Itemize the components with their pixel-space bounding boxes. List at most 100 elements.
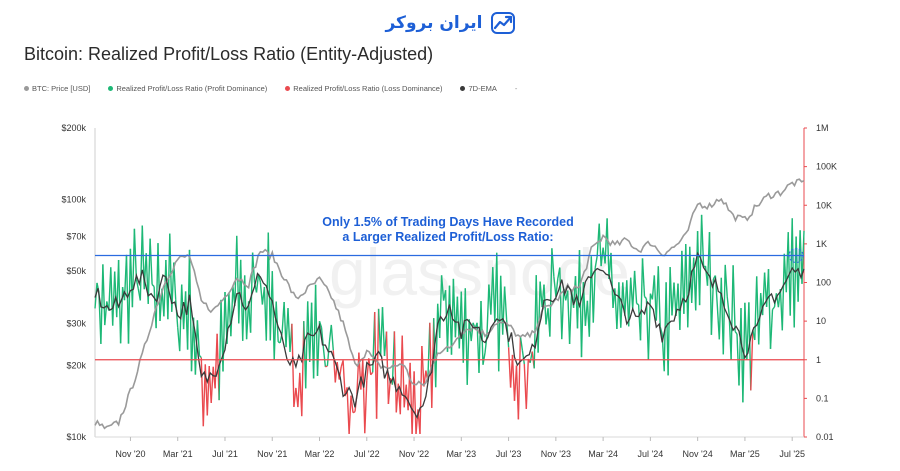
profit-dominance-segment xyxy=(496,252,500,372)
profit-dominance-segment xyxy=(326,341,331,366)
left-axis-tick: $200k xyxy=(61,123,86,133)
profit-dominance-segment xyxy=(222,291,226,372)
profit-dominance-segment xyxy=(330,324,334,351)
legend-item-profit-dominance[interactable]: Realized Profit/Loss Ratio (Profit Domin… xyxy=(108,84,267,93)
legend-extra: - xyxy=(514,83,518,93)
profit-dominance-segment xyxy=(478,300,482,373)
profit-dominance-segment xyxy=(588,256,592,337)
legend-label: Realized Profit/Loss Ratio (Profit Domin… xyxy=(116,83,268,93)
profit-dominance-segment xyxy=(769,309,774,349)
profit-dominance-segment xyxy=(722,264,726,355)
x-axis-tick: Nov '21 xyxy=(257,449,287,459)
loss-dominance-segment xyxy=(511,354,516,401)
legend-item-btc-price[interactable]: BTC: Price [USD] xyxy=(24,84,90,93)
profit-dominance-segment xyxy=(708,232,713,335)
highlight-marker xyxy=(788,248,804,264)
loss-dominance-segment xyxy=(421,345,425,387)
profit-dominance-segment xyxy=(230,286,234,337)
profit-dominance-segment xyxy=(730,265,734,360)
profit-dominance-segment xyxy=(734,330,738,335)
profit-dominance-segment xyxy=(127,248,132,344)
profit-dominance-segment xyxy=(561,288,565,340)
profit-dominance-segment xyxy=(732,265,736,332)
x-axis-tick: Jul '25 xyxy=(779,449,805,459)
legend-dot-profit-dominance xyxy=(108,85,114,91)
profit-dominance-segment xyxy=(791,218,795,328)
profit-dominance-segment xyxy=(452,278,457,338)
x-axis-tick: Nov '23 xyxy=(541,449,571,459)
profit-dominance-segment xyxy=(188,249,193,372)
loss-dominance-segment xyxy=(346,387,350,434)
loss-dominance-segment xyxy=(342,360,346,397)
profit-dominance-segment xyxy=(255,273,260,293)
profit-dominance-segment xyxy=(756,276,760,345)
profit-dominance-segment xyxy=(271,271,275,360)
x-axis-tick: Mar '25 xyxy=(730,449,760,459)
loss-dominance-segment xyxy=(301,321,305,417)
legend-item-loss-dominance[interactable]: Realized Profit/Loss Ratio (Loss Dominan… xyxy=(285,84,442,93)
legend-item-7d-ema[interactable]: 7D-EMA xyxy=(460,84,497,93)
profit-dominance-segment xyxy=(198,355,202,359)
right-axis-tick: 1M xyxy=(816,123,829,133)
profit-dominance-segment xyxy=(687,246,691,328)
profit-dominance-segment xyxy=(771,306,776,310)
profit-dominance-segment xyxy=(679,250,683,330)
loss-dominance-segment xyxy=(366,358,370,381)
profit-dominance-segment xyxy=(196,320,201,356)
profit-dominance-segment xyxy=(633,270,638,304)
x-axis-tick: Mar '21 xyxy=(163,449,193,459)
profit-dominance-segment xyxy=(748,302,752,391)
profit-dominance-segment xyxy=(533,275,537,369)
x-axis-tick: Jul '24 xyxy=(638,449,664,459)
profit-dominance-segment xyxy=(151,284,155,287)
profit-dominance-segment xyxy=(598,223,602,267)
brand-header: ایران بروکر xyxy=(0,8,900,38)
profit-dominance-segment xyxy=(543,284,547,325)
right-axis-tick: 0.1 xyxy=(816,393,829,403)
profit-dominance-segment xyxy=(194,320,199,375)
profit-dominance-segment xyxy=(117,259,122,344)
loss-dominance-segment xyxy=(364,380,368,434)
profit-dominance-segment xyxy=(643,296,647,300)
profit-dominance-segment xyxy=(519,336,524,351)
x-axis-tick: Mar '23 xyxy=(446,449,476,459)
profit-dominance-segment xyxy=(440,275,445,301)
btc-price-line xyxy=(94,178,805,430)
profit-dominance-segment xyxy=(100,264,104,344)
right-axis-tick: 1K xyxy=(816,239,827,249)
left-axis-tick: $10k xyxy=(66,432,86,442)
profit-dominance-segment xyxy=(632,270,636,310)
right-axis-tick: 10K xyxy=(816,200,832,210)
loss-dominance-segment xyxy=(352,411,356,414)
loss-dominance-segment xyxy=(332,350,336,383)
right-axis-tick: 100K xyxy=(816,162,837,172)
profit-dominance-segment xyxy=(537,281,541,353)
loss-dominance-segment xyxy=(200,357,204,427)
left-axis-tick: $20k xyxy=(66,361,86,371)
loss-dominance-segment xyxy=(507,347,512,388)
profit-dominance-segment xyxy=(133,228,138,280)
profit-dominance-segment xyxy=(139,225,143,301)
right-axis-tick: 1 xyxy=(816,355,821,365)
annotation-text: Only 1.5% of Trading Days Have Recorded xyxy=(322,215,573,229)
profit-dominance-segment xyxy=(305,301,309,389)
profit-dominance-segment xyxy=(592,267,596,323)
loss-dominance-segment xyxy=(368,358,372,375)
left-axis-tick: $50k xyxy=(66,266,86,276)
profit-dominance-segment xyxy=(628,277,632,327)
x-axis-tick: Nov '24 xyxy=(683,449,713,459)
loss-dominance-segment xyxy=(348,395,352,434)
profit-dominance-segment xyxy=(318,320,323,328)
loss-dominance-segment xyxy=(291,323,295,407)
profit-dominance-segment xyxy=(439,275,443,339)
loss-dominance-segment xyxy=(409,362,413,434)
legend-dot-7d-ema xyxy=(460,85,466,91)
profit-dominance-segment xyxy=(781,253,785,331)
profit-dominance-segment xyxy=(147,238,151,304)
loss-dominance-segment xyxy=(413,371,417,434)
loss-dominance-segment xyxy=(325,365,328,368)
profit-dominance-segment xyxy=(669,267,673,316)
left-axis-tick: $100k xyxy=(61,194,86,204)
profit-dominance-segment xyxy=(316,321,321,376)
